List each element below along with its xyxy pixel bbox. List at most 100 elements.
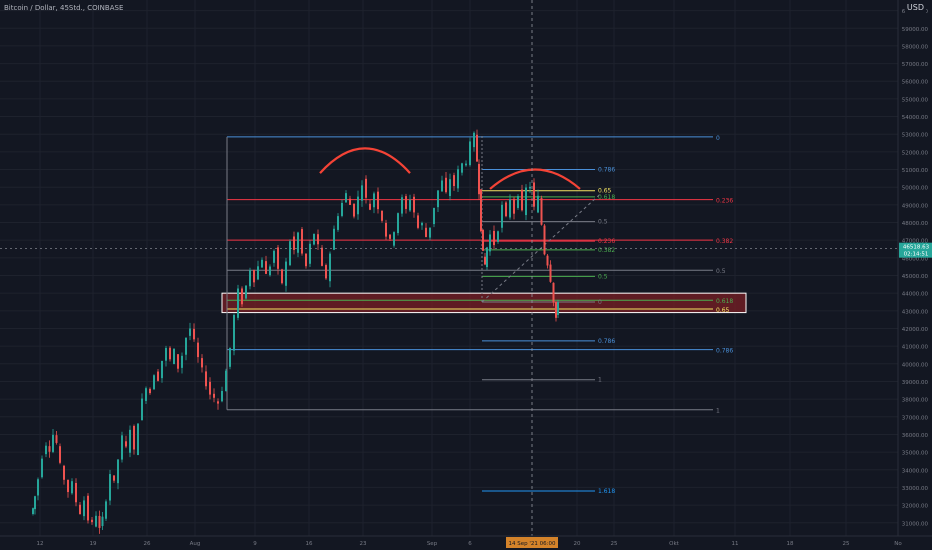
candle-body <box>357 196 359 215</box>
price-tick-label: 52000.00 <box>902 150 929 156</box>
time-tick-label: 19 <box>90 541 97 547</box>
candle-body <box>52 434 54 452</box>
candle-body <box>397 213 399 234</box>
candle-body <box>173 348 175 365</box>
time-tick-label: Okt <box>669 541 680 547</box>
time-tick-label: 11 <box>732 541 739 547</box>
candle-body <box>557 302 559 315</box>
candle-body <box>161 360 163 379</box>
candle-body <box>381 210 383 221</box>
price-tick-label: 41000.00 <box>902 345 929 351</box>
candle-body <box>329 253 331 282</box>
candle-body <box>233 315 235 351</box>
candle-body <box>349 198 351 205</box>
candle-body <box>285 261 287 286</box>
fib-label: 1 <box>716 408 720 415</box>
time-axis[interactable]: 12 19 26 Aug 9 16 23 Sep 6 20 25 Okt 11 18 25 No 14 Sep … <box>0 535 932 550</box>
candle-body <box>197 342 199 358</box>
candle-body <box>75 482 77 503</box>
last-price-label: 46518.63 <box>903 245 930 251</box>
candle-body <box>409 199 411 211</box>
last-price-countdown: 02:14:51 <box>904 252 929 258</box>
candle-body <box>321 247 323 266</box>
candle-body <box>433 207 435 225</box>
candle-body <box>345 193 347 203</box>
candle-body <box>45 445 47 455</box>
price-tick-label: 57000.00 <box>902 62 929 68</box>
candle-body <box>205 371 207 387</box>
candle-body <box>189 328 191 336</box>
price-axis[interactable]: 31000.00 32000.00 33000.00 34000.00 35000.00… <box>897 0 932 550</box>
candle-body <box>393 232 395 246</box>
candle-body <box>555 301 557 318</box>
candle-body <box>165 347 167 361</box>
fibonacci-retracement[interactable]: 00.2360.3820.50.6180.650.78610.7860.650.… <box>226 135 733 495</box>
candle-body <box>79 504 81 515</box>
fib2-label: 0.65 <box>598 188 612 195</box>
price-tick-label: 43000.00 <box>902 309 929 315</box>
time-tick-label: 23 <box>360 541 367 547</box>
candle-body <box>37 479 39 496</box>
fib-label: 0 <box>716 135 720 142</box>
time-tick-label: 12 <box>37 541 44 547</box>
candle-body <box>32 508 34 515</box>
currency-label[interactable]: USD <box>904 2 926 13</box>
candle-body <box>549 264 552 282</box>
candle-body <box>101 516 104 527</box>
fib-label: 0.65 <box>716 307 730 314</box>
candle-body <box>505 202 507 217</box>
candle-body <box>249 270 251 287</box>
time-tick-label: 25 <box>843 541 850 547</box>
fib2-label: 1 <box>598 377 602 384</box>
price-tick-label: 31000.00 <box>902 521 929 527</box>
price-tick-label: 45000.00 <box>902 274 929 280</box>
price-tick-label: 34000.00 <box>902 468 929 474</box>
candle-body <box>105 501 107 519</box>
candle-body <box>546 255 549 266</box>
candle-body <box>517 196 519 208</box>
candle-body <box>71 481 73 494</box>
time-tick-label: Aug <box>190 541 201 547</box>
trend-line <box>481 193 601 303</box>
time-tick-label: 25 <box>611 541 618 547</box>
candle-body <box>377 191 379 210</box>
candle-body <box>41 458 43 478</box>
price-tick-label: 54000.00 <box>902 115 929 121</box>
head-shoulders-arcs[interactable] <box>319 147 581 190</box>
candle-body <box>525 187 527 216</box>
candle-body <box>540 198 543 225</box>
symbol-title[interactable]: Bitcoin / Dollar, 45Std., COINBASE <box>4 4 124 12</box>
candle-body <box>213 393 215 398</box>
time-tick-label: Sep <box>427 541 438 547</box>
fib-label: 0.236 <box>716 198 733 205</box>
price-tick-label: 36000.00 <box>902 433 929 439</box>
candle-body <box>501 204 503 228</box>
fib2-label: 0.382 <box>598 247 615 254</box>
candle-body <box>486 247 488 268</box>
candle-body <box>493 230 495 246</box>
fib2-label: 0.786 <box>598 167 615 174</box>
support-zone[interactable] <box>221 292 747 314</box>
candle-body <box>301 229 303 254</box>
time-tick-label: 9 <box>253 541 257 547</box>
candle-body <box>157 371 159 381</box>
time-axis-bg <box>0 536 932 550</box>
time-tick-label: No <box>894 541 902 547</box>
candle-body <box>445 177 447 193</box>
support-zone-rect <box>221 292 747 314</box>
candle-body <box>55 435 58 443</box>
crosshair-time-label: 14 Sep '21 06:00 <box>509 541 556 547</box>
price-tick-label: 32000.00 <box>902 504 929 510</box>
candle-body <box>317 234 319 245</box>
candle-body <box>265 261 267 274</box>
candle-body <box>237 288 239 318</box>
last-price-badge <box>899 242 932 258</box>
candle-body <box>537 195 539 213</box>
price-tick-label: 49000.00 <box>902 203 929 209</box>
candle-body <box>449 179 451 197</box>
time-tick-label: 18 <box>787 541 794 547</box>
candle-body <box>293 236 295 250</box>
candle-body <box>457 169 459 189</box>
time-tick-label: 20 <box>574 541 581 547</box>
